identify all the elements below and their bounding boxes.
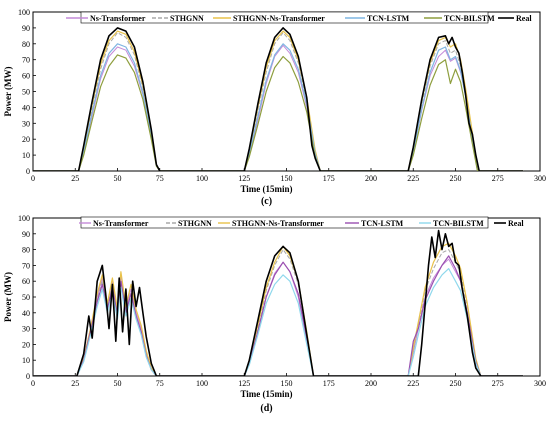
legend: Ns-Transformer STHGNN STHGNN-Ns-Transforme… — [66, 11, 532, 24]
series-line-real — [33, 229, 524, 376]
series-line-sthgnn-ns-transformer — [33, 30, 524, 171]
x-tick-label: 25 — [71, 174, 79, 183]
y-tick-label: 90 — [22, 230, 30, 239]
y-tick-label: 0 — [26, 167, 30, 176]
legend-label: STHGNN-Ns-Transformer — [232, 219, 324, 228]
x-tick-label: 125 — [238, 174, 250, 183]
y-tick-label: 70 — [22, 261, 30, 270]
x-tick-label: 75 — [156, 379, 164, 388]
series-line-tcn-bilstm — [33, 54, 524, 171]
y-tick-label: 60 — [22, 277, 30, 286]
x-tick-label: 250 — [450, 379, 462, 388]
legend-label: TCN-BILSTM — [444, 14, 495, 23]
x-tick-label: 0 — [31, 174, 35, 183]
panel-label: (c) — [261, 196, 272, 207]
y-tick-label: 60 — [22, 72, 30, 81]
y-axis-label: Power (MW) — [3, 66, 13, 116]
x-tick-label: 150 — [281, 174, 293, 183]
legend-label: Real — [516, 14, 532, 23]
x-tick-label: 100 — [196, 379, 208, 388]
legend-label: TCN-LSTM — [367, 14, 410, 23]
x-axis-label: Time (15min) — [240, 184, 292, 194]
x-tick-label: 50 — [114, 174, 122, 183]
y-tick-label: 30 — [22, 325, 30, 334]
legend-label: TCN-LSTM — [361, 219, 404, 228]
legend-label: Ns-Transformer — [93, 219, 149, 228]
y-tick-label: 30 — [22, 119, 30, 128]
legend: Ns-Transformer STHGNN STHGNN-Ns-Transforme… — [79, 216, 524, 229]
x-tick-label: 200 — [365, 379, 377, 388]
y-tick-label: 50 — [22, 293, 30, 302]
panel-label: (d) — [260, 403, 272, 414]
x-tick-label: 0 — [31, 379, 35, 388]
y-tick-label: 100 — [18, 214, 30, 223]
legend-label: Ns-Transformer — [90, 14, 146, 23]
y-tick-label: 20 — [22, 340, 30, 349]
x-tick-label: 150 — [281, 379, 293, 388]
series-line-tcn-lstm — [33, 255, 524, 376]
y-tick-label: 10 — [22, 356, 30, 365]
series-line-real — [33, 27, 524, 171]
x-tick-label: 250 — [450, 174, 462, 183]
x-tick-label: 225 — [407, 174, 419, 183]
x-tick-label: 275 — [492, 379, 504, 388]
y-tick-label: 40 — [22, 309, 30, 318]
x-tick-label: 200 — [365, 174, 377, 183]
y-tick-label: 50 — [22, 88, 30, 97]
series-group — [33, 27, 524, 171]
y-tick-label: 100 — [18, 8, 30, 17]
series-line-ns-transformer — [33, 44, 524, 171]
y-tick-label: 90 — [22, 24, 30, 33]
x-tick-label: 275 — [492, 174, 504, 183]
y-tick-label: 80 — [22, 40, 30, 49]
chart-panel-1: 0 25 50 75 100 125 150 175 200 225 250 275 300 0 10 20 3… — [3, 214, 546, 414]
x-tick-label: 125 — [238, 379, 250, 388]
x-axis-label: Time (15min) — [240, 389, 292, 399]
legend-label: STHGNN — [178, 219, 212, 228]
legend-label: STHGNN-Ns-Transformer — [233, 14, 325, 23]
series-line-tcn-bilstm — [33, 268, 524, 376]
series-line-sthgnn — [33, 32, 524, 171]
y-tick-label: 0 — [26, 372, 30, 381]
series-line-tcn-lstm — [33, 43, 524, 171]
x-tick-label: 25 — [71, 379, 79, 388]
legend-label: Real — [508, 219, 524, 228]
y-axis-label: Power (MW) — [3, 272, 13, 322]
x-tick-label: 175 — [323, 379, 335, 388]
y-tick-label: 80 — [22, 246, 30, 255]
x-tick-label: 175 — [323, 174, 335, 183]
x-tick-label: 300 — [534, 379, 546, 388]
y-tick-label: 10 — [22, 151, 30, 160]
x-tick-label: 225 — [407, 379, 419, 388]
x-tick-label: 100 — [196, 174, 208, 183]
series-group — [33, 229, 524, 376]
legend-label: TCN-BILSTM — [433, 219, 484, 228]
series-line-ns-transformer — [33, 258, 524, 376]
x-tick-label: 75 — [156, 174, 164, 183]
y-tick-label: 40 — [22, 103, 30, 112]
chart-panel-0: 0 25 50 75 100 125 150 175 200 225 250 275 300 0 10 20 3… — [3, 8, 546, 207]
y-tick-label: 70 — [22, 56, 30, 65]
y-tick-label: 20 — [22, 135, 30, 144]
legend-label: STHGNN — [170, 14, 204, 23]
x-tick-label: 50 — [114, 379, 122, 388]
series-line-sthgnn-ns-transformer — [33, 242, 524, 376]
x-tick-label: 300 — [534, 174, 546, 183]
series-line-sthgnn — [33, 249, 524, 376]
